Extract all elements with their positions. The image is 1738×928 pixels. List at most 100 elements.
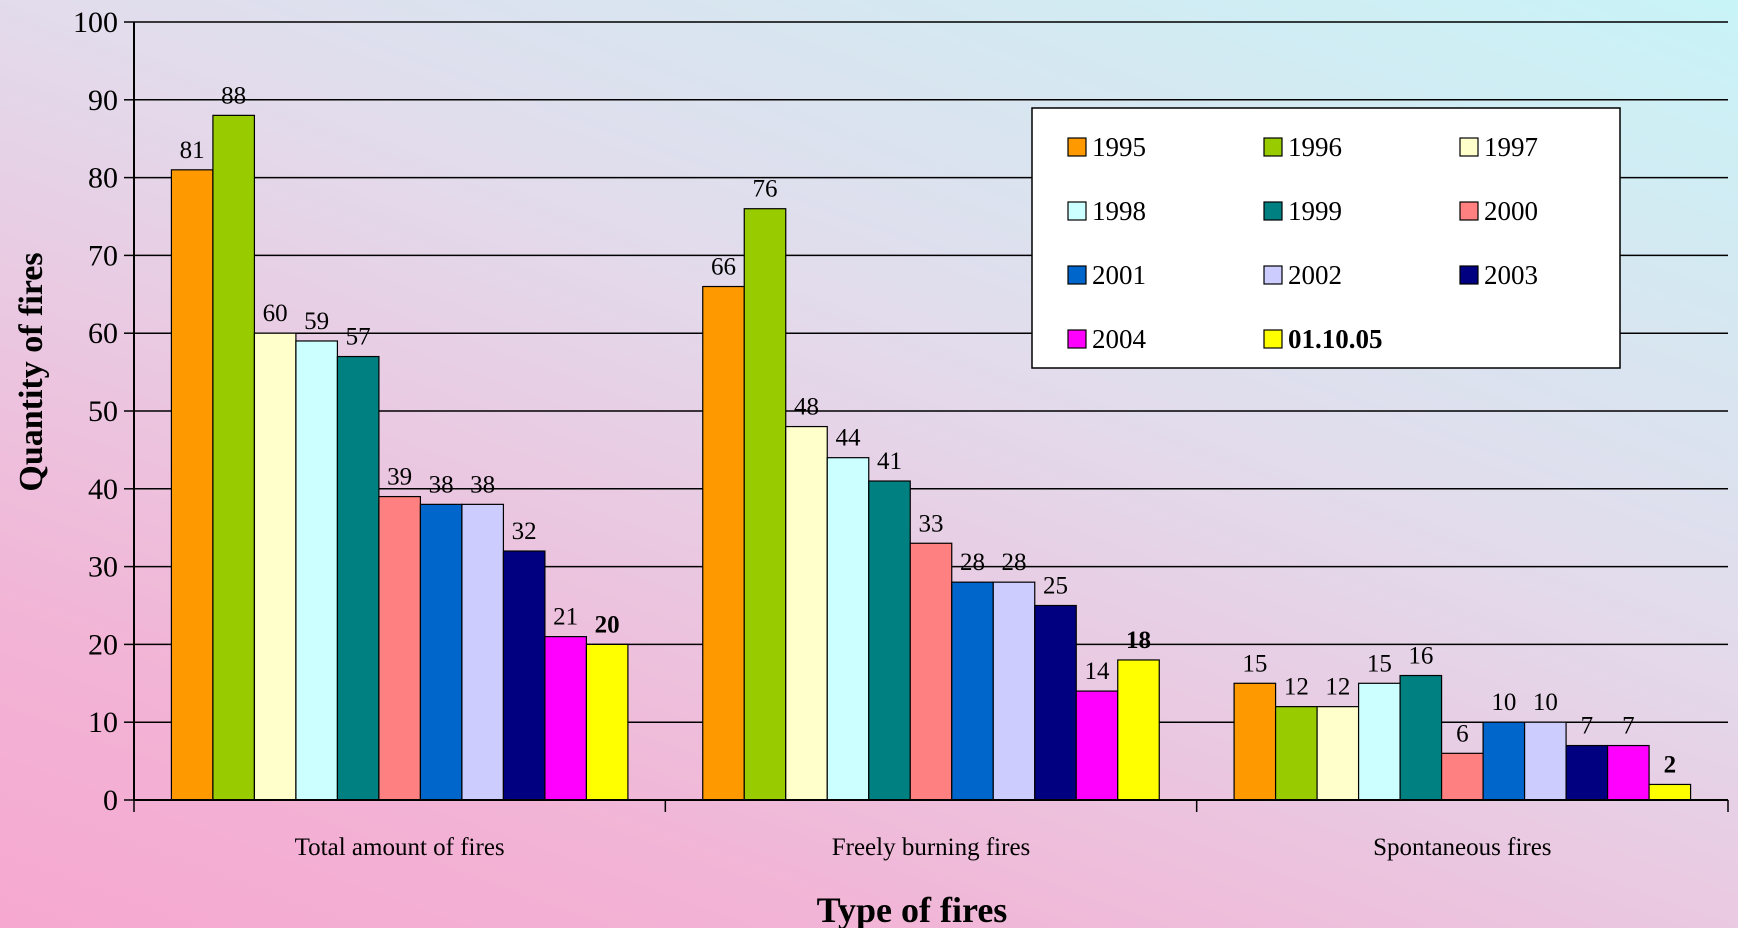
bar [1648, 783, 1692, 801]
data-label: 59 [304, 308, 329, 335]
legend-item-label: 1995 [1092, 132, 1146, 162]
data-label: 57 [346, 324, 371, 351]
bar [544, 636, 588, 801]
legend-item-label: 1999 [1288, 196, 1342, 226]
data-label: 33 [919, 510, 944, 537]
bar [1075, 690, 1119, 801]
bar [702, 285, 745, 801]
legend: 1995 1996 1997 1998 1999 2000 2001 2002 2003 2004… [1031, 107, 1621, 369]
data-label: 10 [1533, 689, 1558, 716]
legend-swatch [1263, 137, 1283, 157]
legend-swatch [1263, 201, 1283, 221]
data-label: 12 [1284, 674, 1309, 701]
data-label: 20 [595, 611, 620, 638]
data-label: 88 [221, 82, 246, 109]
data-label: 16 [1408, 643, 1433, 670]
bar [502, 550, 546, 801]
bar [170, 169, 214, 801]
bar [253, 332, 297, 801]
data-label: 76 [753, 176, 778, 203]
data-label: 60 [263, 300, 288, 327]
legend-item-label: 2002 [1288, 260, 1342, 290]
y-tick-label: 80 [88, 162, 118, 195]
bar [212, 114, 256, 801]
bar [378, 495, 422, 801]
legend-swatch [1263, 329, 1283, 349]
y-tick-label: 90 [88, 84, 118, 117]
data-label: 18 [1126, 627, 1151, 654]
bar [1565, 744, 1609, 801]
data-label: 15 [1242, 650, 1267, 677]
legend-item-label: 1998 [1092, 196, 1146, 226]
data-label: 28 [1002, 549, 1027, 576]
data-label: 2 [1664, 751, 1677, 778]
bar [1316, 706, 1360, 801]
bar [743, 208, 787, 801]
legend-item-label: 1996 [1288, 132, 1342, 162]
bar [1399, 674, 1443, 801]
bars [170, 114, 1692, 801]
bar [1274, 706, 1318, 801]
data-label: 38 [470, 471, 495, 498]
bar [1606, 744, 1650, 801]
bar [1233, 682, 1277, 801]
bar [461, 503, 505, 801]
data-label: 39 [387, 464, 412, 491]
bar [1117, 659, 1160, 801]
x-axis-title: Type of fires [817, 890, 1008, 928]
y-tick-label: 100 [73, 6, 118, 39]
bar [295, 340, 339, 801]
category-label: Spontaneous fires [1373, 834, 1551, 861]
bar [868, 480, 911, 801]
legend-item-label: 2000 [1484, 196, 1538, 226]
legend-swatch [1067, 265, 1087, 285]
category-label: Freely burning fires [832, 834, 1031, 861]
data-label: 7 [1581, 713, 1594, 740]
axes: 0 10 20 30 40 50 60 70 80 90 100 [73, 6, 1729, 817]
data-label: 41 [877, 448, 902, 475]
bar [1523, 721, 1567, 801]
bar [992, 581, 1036, 801]
data-label: 48 [794, 394, 819, 421]
bar [951, 581, 994, 801]
legend-swatch [1067, 137, 1087, 157]
legend-box [1031, 107, 1621, 369]
y-tick-label: 50 [88, 395, 118, 428]
bar [909, 542, 953, 801]
bar [1034, 604, 1077, 801]
data-label: 81 [180, 137, 205, 164]
legend-swatch [1067, 329, 1087, 349]
data-label: 38 [429, 471, 454, 498]
data-label: 14 [1085, 658, 1111, 685]
data-label: 10 [1491, 689, 1516, 716]
legend-item-label: 01.10.05 [1288, 324, 1383, 354]
bar [826, 457, 870, 801]
bar [1440, 752, 1484, 801]
y-tick-label: 60 [88, 317, 118, 350]
data-label: 7 [1622, 713, 1635, 740]
data-label: 21 [553, 604, 578, 631]
legend-item-label: 2004 [1092, 324, 1147, 354]
legend-item-label: 1997 [1484, 132, 1538, 162]
data-label: 15 [1367, 650, 1392, 677]
data-label: 28 [960, 549, 985, 576]
bar [419, 503, 463, 801]
legend-item-label: 2003 [1484, 260, 1538, 290]
y-tick-label: 20 [88, 628, 118, 661]
legend-swatch [1263, 265, 1283, 285]
bar [1357, 682, 1401, 801]
legend-swatch [1067, 201, 1087, 221]
category-label: Total amount of fires [295, 834, 505, 861]
data-label: 44 [836, 425, 862, 452]
y-tick-label: 40 [88, 473, 118, 506]
legend-swatch [1459, 265, 1479, 285]
y-tick-label: 0 [103, 784, 118, 817]
legend-swatch [1459, 201, 1479, 221]
y-tick-label: 10 [88, 706, 118, 739]
data-label: 66 [711, 254, 736, 281]
legend-swatch [1459, 137, 1479, 157]
y-axis-title: Quantity of fires [13, 252, 50, 491]
data-label: 32 [512, 518, 537, 545]
bar [585, 643, 629, 801]
